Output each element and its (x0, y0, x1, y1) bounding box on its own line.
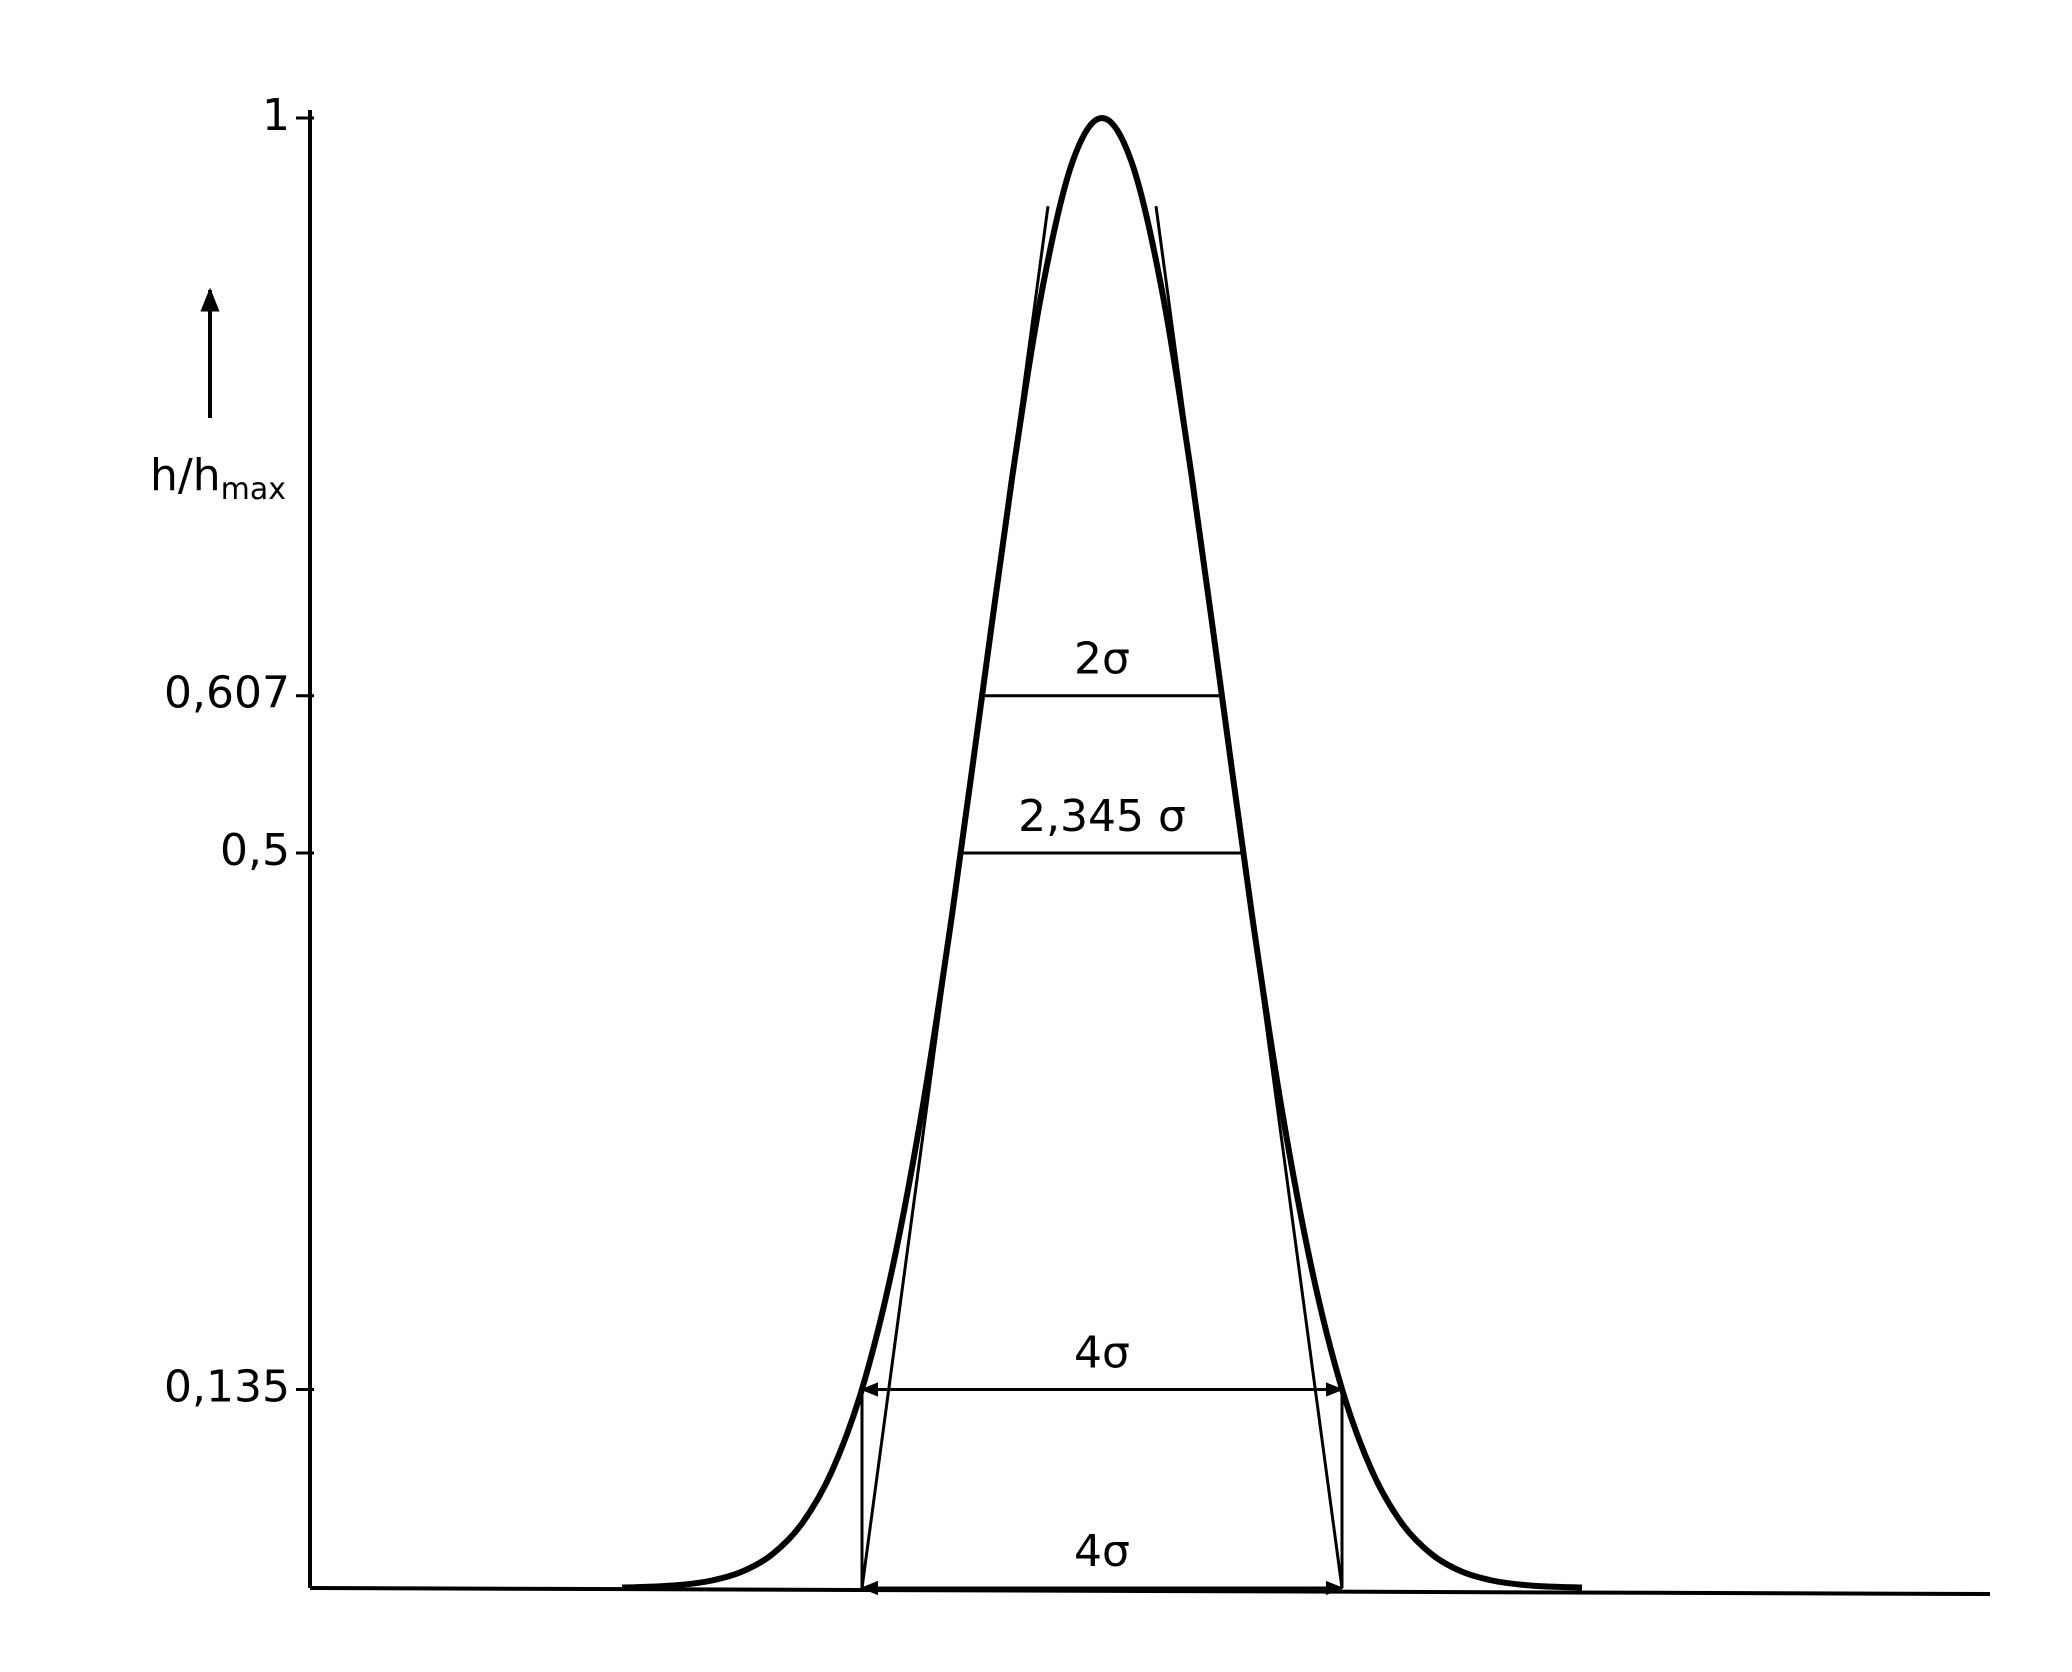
y-label-main: h/h (150, 450, 221, 501)
y-tick-label: 0,135 (164, 1362, 290, 1413)
y-tick-label: 0,607 (164, 668, 290, 719)
width-label: 2σ (1074, 634, 1130, 685)
y-label-sub: max (221, 472, 286, 507)
width-label: 4σ (1074, 1328, 1130, 1379)
width-label: 4σ (1074, 1526, 1130, 1577)
y-tick-label: 0,5 (220, 825, 290, 876)
y-axis-label: h/hmax (150, 450, 286, 507)
curve (621, 115, 1583, 1591)
y-tick-label: 1 (262, 90, 290, 141)
width-label: 2,345 σ (1018, 791, 1186, 842)
